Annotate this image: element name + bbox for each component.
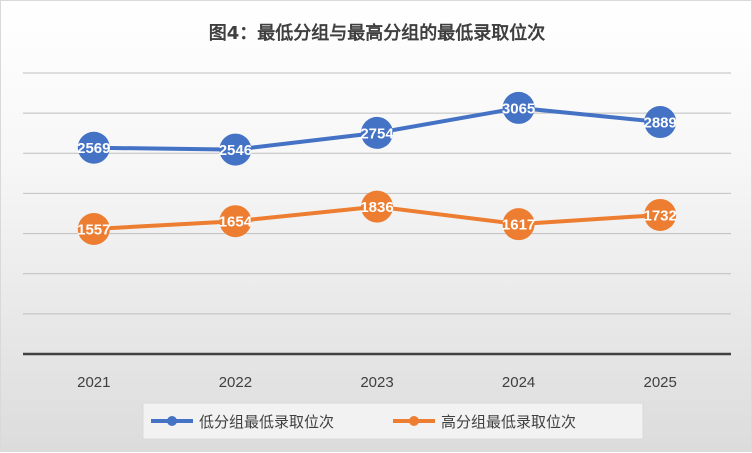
x-axis: 2021 2022 2023 2024 2025 [23,352,731,391]
x-tick-label: 2025 [644,374,677,391]
data-label: 1557 [77,221,110,238]
data-point [219,205,252,238]
data-point [361,116,393,149]
data-label: 3065 [502,100,535,117]
plot-series: 2569 2546 2754 3065 2889 1557 1654 1836 1617 1732 [77,91,677,245]
data-point [219,133,252,166]
data-point [77,131,110,164]
data-point [502,208,535,241]
data-point [502,91,535,124]
data-label: 1836 [360,199,393,216]
data-label: 2546 [219,142,252,159]
data-point [644,198,677,231]
data-label: 1732 [644,207,677,224]
series-2: 1557 1654 1836 1617 1732 [77,190,677,245]
data-label: 1654 [219,214,253,231]
x-tick-label: 2023 [360,374,393,391]
legend-label: 高分组最低录取位次 [441,413,576,431]
legend-marker [409,416,419,426]
data-point [77,212,110,245]
data-label: 1617 [502,217,535,234]
data-label: 2889 [644,115,677,132]
data-label: 2569 [77,140,110,157]
data-point [361,190,393,223]
x-tick-label: 2024 [502,374,535,391]
data-point [644,106,677,139]
legend-label: 低分组最低录取位次 [199,413,334,431]
chart-title: 图4：最低分组与最高分组的最低录取位次 [209,22,546,44]
series-1: 2569 2546 2754 3065 2889 [77,91,677,166]
data-label: 2754 [360,125,394,142]
gridlines [23,72,731,315]
x-tick-label: 2021 [77,374,110,391]
legend: 低分组最低录取位次 高分组最低录取位次 [142,402,644,440]
legend-marker [167,416,177,426]
x-tick-label: 2022 [219,374,252,391]
